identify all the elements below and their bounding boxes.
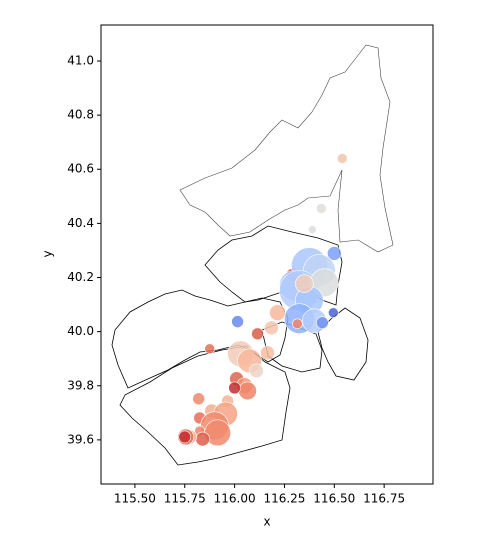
point [308,225,317,234]
point [326,246,342,261]
x-tick-label: 116.50 [313,492,355,506]
point [204,343,215,354]
point [231,315,244,328]
y-tick-label: 40.4 [67,216,94,230]
region-outline [119,345,291,466]
point [292,318,303,330]
point [251,327,264,341]
y-tick-label: 40.2 [67,270,94,284]
y-tick-label: 40.8 [67,108,94,122]
point [260,345,275,361]
map-outlines [111,44,394,466]
point [316,316,329,330]
y-tick-label: 40.6 [67,162,94,176]
x-axis-label: x [263,515,270,529]
y-tick-label: 41.0 [67,53,94,67]
point [316,203,327,214]
point [328,307,339,318]
point [249,363,264,379]
point [238,381,257,401]
x-tick-label: 115.50 [114,492,156,506]
y-tick-label: 39.6 [67,432,94,446]
y-tick-label: 40.0 [67,324,94,338]
x-tick-label: 115.75 [164,492,206,506]
x-tick-label: 116.00 [214,492,256,506]
x-tick-label: 116.25 [263,492,305,506]
x-tick-label: 116.75 [363,492,405,506]
point [336,153,348,164]
region-outline [179,44,394,253]
y-tick-label: 39.8 [67,378,94,392]
plot-frame [100,24,434,485]
point [269,304,286,321]
region-outline [111,289,289,389]
point [228,381,241,395]
point [295,274,314,294]
point [195,431,210,447]
region-outline [317,307,369,381]
point [192,392,206,406]
point [178,430,192,444]
point [264,320,279,336]
y-axis-label: y [41,250,55,257]
